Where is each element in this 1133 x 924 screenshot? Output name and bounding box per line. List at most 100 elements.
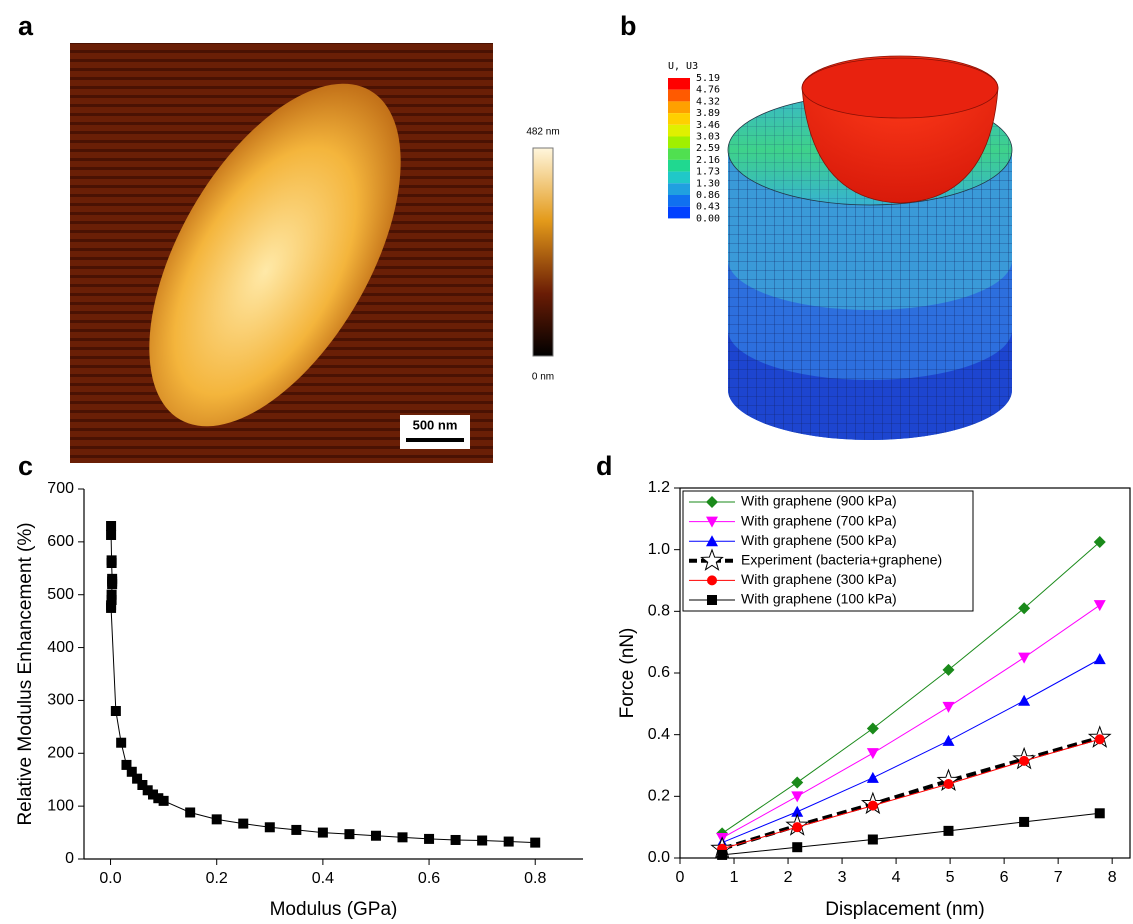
marker [106,558,117,568]
legend-value: 3.03 [696,132,720,143]
marker [238,818,249,829]
marker [1094,808,1105,819]
legend-band [668,78,690,90]
marker [106,529,117,540]
marker [185,807,196,818]
x-tick-label: 8 [1108,869,1117,886]
legend-label: With graphene (100 kPa) [741,591,897,607]
panel-label: b [620,11,637,41]
y-tick-label: 1.0 [648,541,670,558]
legend-band [668,136,690,149]
marker [943,779,954,789]
y-tick-label: 300 [47,692,74,709]
legend-marker [707,575,717,586]
x-tick-label: 0.8 [524,870,546,887]
y-tick-label: 0.0 [648,849,670,866]
marker [106,589,117,600]
x-axis-title: Displacement (nm) [825,899,984,920]
fea-model [727,55,1013,440]
scale-min: 0 nm [532,372,554,383]
scale-bar-label: 500 nm [413,417,458,432]
y-tick-label: 0.2 [648,788,670,805]
marker [106,602,117,613]
marker [503,836,514,847]
panel-label: c [18,451,33,481]
marker [1018,602,1031,615]
marker [791,791,804,803]
color-bar [532,147,554,357]
scale-bar [406,438,464,442]
legend-band [668,89,690,102]
marker [137,780,148,790]
marker [110,706,121,716]
marker [344,829,355,840]
legend-band [668,124,690,137]
legend-label: Experiment (bacteria+graphene) [741,552,942,568]
marker [142,785,153,796]
marker [211,814,222,825]
legend-value: 4.32 [696,96,720,107]
legend-value: 3.46 [696,120,720,131]
legend-band [668,195,690,207]
marker [792,822,803,833]
legend-value: 2.59 [696,143,720,154]
x-axis-title: Modulus (GPa) [270,899,398,920]
marker [866,771,879,783]
marker [866,722,879,735]
marker [1093,653,1106,665]
x-tick-label: 0.6 [418,870,440,887]
legend-label: With graphene (700 kPa) [741,512,897,528]
marker [1094,734,1105,745]
marker [1018,694,1031,706]
scale-bar-box [400,415,470,449]
y-tick-label: 500 [47,586,74,603]
x-tick-label: 6 [1000,869,1009,886]
series-line [721,541,1101,834]
marker [1093,600,1106,612]
legend-band [668,148,690,160]
legend-band [668,171,690,184]
marker [791,805,804,817]
marker [791,776,804,789]
marker [1019,816,1030,827]
series-line [721,658,1100,844]
marker [530,837,541,848]
marker [106,521,117,531]
x-tick-label: 7 [1054,869,1063,886]
x-tick-label: 3 [838,869,847,886]
marker [106,595,117,605]
y-axis-title: Force (nN) [617,628,638,719]
y-tick-label: 700 [47,480,74,497]
legend-marker [706,535,718,547]
series-line [110,526,536,844]
y-tick-label: 0.6 [648,664,670,681]
marker [397,832,408,843]
marker [126,766,137,777]
marker [867,800,878,811]
series-line [722,812,1100,856]
legend-label: With graphene (300 kPa) [741,571,897,587]
y-tick-label: 0.8 [648,603,670,620]
marker [717,849,728,860]
marker [107,579,118,590]
legend-marker [707,595,717,605]
marker [1093,535,1106,548]
y-tick-label: 1.2 [648,479,670,496]
x-tick-label: 2 [784,869,793,886]
scale-max: 482 nm [526,127,559,138]
legend-box [682,490,974,612]
legend-band [668,183,690,195]
legend-label: With graphene (900 kPa) [741,493,897,509]
marker [1018,652,1031,664]
marker [153,793,164,804]
legend-value: 0.86 [696,190,720,201]
legend-value: 3.89 [696,108,720,119]
x-tick-label: 4 [892,869,901,886]
marker [942,734,955,746]
marker [264,822,275,833]
x-tick-label: 5 [946,869,955,886]
marker [291,824,302,835]
marker [148,789,159,800]
legend-value: 4.76 [696,85,720,96]
